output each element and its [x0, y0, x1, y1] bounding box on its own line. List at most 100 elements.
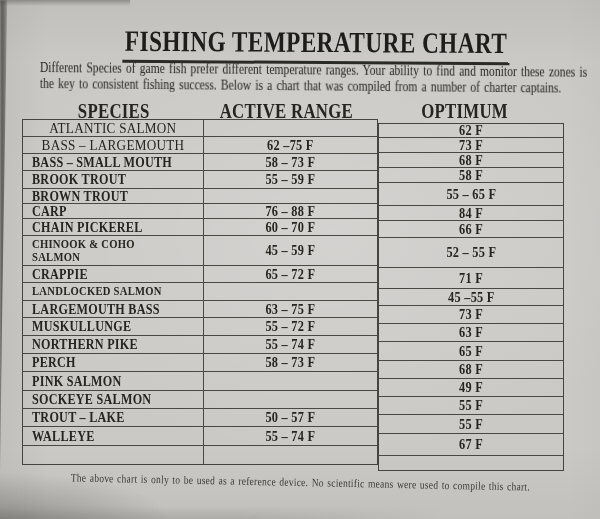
active-range-cell: 55 – 72 F — [204, 318, 377, 335]
active-range-cell: 63 – 75 F — [204, 301, 377, 317]
table-row: BASS – SMALL MOUTH 58 – 73 F — [23, 154, 377, 171]
species-cell: LANDLOCKED SALMON — [23, 283, 204, 300]
optimum-row: 52 – 55 F — [379, 238, 563, 268]
species-cell: PERCH — [23, 354, 204, 371]
active-range-cell — [204, 391, 377, 408]
species-cell: NORTHERN PIKE — [23, 336, 204, 353]
active-range-cell: 65 – 72 F — [204, 266, 377, 282]
species-cell: ATLANTIC SALMON — [23, 120, 204, 136]
table-row: MUSKULLUNGE55 – 72 F — [23, 318, 377, 336]
active-range-cell — [204, 283, 377, 300]
shadow-bottom — [0, 506, 440, 519]
active-range-cell — [204, 189, 377, 203]
optimum-value: 68 F — [459, 361, 483, 378]
optimum-value: 55 – 65 F — [446, 186, 496, 203]
species-name: PERCH — [32, 354, 76, 371]
active-range-cell — [204, 372, 377, 390]
active-range-cell: 76 – 88 F — [204, 204, 377, 218]
optimum-row: 55 F — [379, 397, 563, 415]
active-range-value: 55 – 74 F — [266, 336, 316, 353]
species-name: PINK SALMON — [32, 373, 122, 390]
species-name: BROOK TROUT — [32, 171, 126, 188]
active-range-value: 45 – 59 F — [266, 242, 316, 259]
active-range-value: 63 – 75 F — [266, 301, 316, 318]
optimum-value: 66 F — [459, 221, 483, 238]
paper-edge-shadow-top — [0, 0, 130, 6]
optimum-value: 58 F — [459, 167, 483, 184]
table-row: BROWN TROUT — [23, 189, 377, 204]
optimum-value: 71 F — [459, 270, 483, 287]
active-range-cell: 55 – 59 F — [204, 171, 377, 188]
species-name: BASS – LARGEMOUTH — [42, 136, 185, 154]
optimum-value: 49 F — [459, 379, 483, 396]
optimum-row: 55 F — [379, 415, 563, 434]
species-name: BASS – SMALL MOUTH — [32, 154, 172, 171]
species-name: TROUT – LAKE — [32, 409, 125, 426]
species-cell: PINK SALMON — [23, 372, 204, 390]
intro-paragraph: Different Species of game fish prefer di… — [40, 60, 600, 97]
table-row: CHAIN PICKEREL 60 – 70 F — [23, 219, 377, 236]
species-name: CRAPPIE — [32, 266, 88, 283]
species-name: NORTHERN PIKE — [32, 336, 138, 353]
table-row: LARGEMOUTH BASS 63 – 75 F — [23, 301, 377, 318]
optimum-row: 45 –55 F — [379, 289, 563, 306]
species-name: LARGEMOUTH BASS — [32, 301, 160, 318]
optimum-row: 55 – 65 F — [379, 183, 563, 206]
species-cell: LARGEMOUTH BASS — [23, 301, 204, 317]
optimum-value: 65 F — [459, 343, 483, 360]
optimum-value: 84 F — [459, 205, 483, 222]
active-range-value: 65 – 72 F — [266, 266, 316, 283]
species-cell: CARP — [23, 204, 204, 218]
species-name: CARP — [32, 203, 67, 220]
table-row: SOCKEYE SALMON — [23, 391, 377, 409]
column-header-optimum: OPTIMUM — [365, 100, 565, 123]
optimum-row: 68 F — [379, 361, 563, 379]
active-range-cell: 58 – 73 F — [204, 154, 377, 170]
species-cell: BASS – SMALL MOUTH — [23, 154, 204, 170]
optimum-row: 65 F — [379, 342, 563, 361]
species-cell: BROOK TROUT — [23, 171, 204, 188]
active-range-value: 55 – 74 F — [266, 428, 316, 445]
species-name: ATLANTIC SALMON — [49, 119, 176, 137]
page-title: FISHING TEMPERATURE CHART — [122, 27, 509, 65]
species-name: CHINOOK & COHO SALMON — [32, 238, 135, 263]
table-row: LANDLOCKED SALMON — [23, 283, 377, 301]
species-cell: BROWN TROUT — [23, 189, 204, 203]
species-name: CHAIN PICKEREL — [32, 219, 143, 236]
active-range-cell: 50 – 57 F — [204, 409, 377, 426]
active-range-value: 58 – 73 F — [266, 354, 316, 371]
optimum-value: 52 – 55 F — [446, 244, 496, 261]
optimum-row: 73 F — [379, 306, 563, 324]
optimum-row: 84 F — [379, 206, 563, 221]
table-row: ATLANTIC SALMON — [23, 120, 377, 137]
optimum-value: 55 F — [459, 397, 483, 414]
optimum-row: 67 F — [379, 434, 563, 456]
table-row: CHINOOK & COHO SALMON 45 – 59 F — [23, 236, 377, 266]
species-cell: SOCKEYE SALMON — [23, 391, 204, 408]
optimum-row — [379, 456, 563, 470]
active-range-value: 62 –75 F — [267, 137, 314, 154]
optimum-value: 63 F — [459, 324, 483, 341]
table-row: TROUT – LAKE 50 – 57 F — [23, 409, 377, 427]
table-row: PERCH 58 – 73 F — [23, 354, 377, 372]
optimum-row: 58 F — [379, 168, 563, 183]
species-name: LANDLOCKED SALMON — [32, 285, 162, 298]
active-range-value: 50 – 57 F — [266, 409, 316, 426]
species-cell: CHINOOK & COHO SALMON — [23, 236, 204, 265]
table-row: CARP 76 – 88 F — [23, 204, 377, 219]
active-range-cell: 58 – 73 F — [204, 354, 377, 371]
active-range-cell: 60 – 70 F — [204, 219, 377, 235]
active-range-cell: 55 – 74 F — [204, 336, 377, 353]
optimum-table: 62 F73 F68 F58 F55 – 65 F84 F66 F52 – 55… — [378, 123, 564, 471]
active-range-value: 60 – 70 F — [266, 219, 316, 236]
title-wrap: FISHING TEMPERATURE CHART — [16, 26, 600, 65]
active-range-value: 76 – 88 F — [266, 203, 316, 220]
species-cell: CHAIN PICKEREL — [23, 219, 204, 235]
species-cell: CRAPPIE — [23, 266, 204, 282]
table-row: CRAPPIE 65 – 72 F — [23, 266, 377, 283]
active-range-value: 55 – 59 F — [266, 171, 316, 188]
species-cell: BASS – LARGEMOUTH — [23, 137, 204, 153]
table-row: NORTHERN PIKE 55 – 74 F — [23, 336, 377, 354]
species-cell: TROUT – LAKE — [23, 409, 204, 426]
optimum-value: 55 F — [459, 416, 483, 433]
